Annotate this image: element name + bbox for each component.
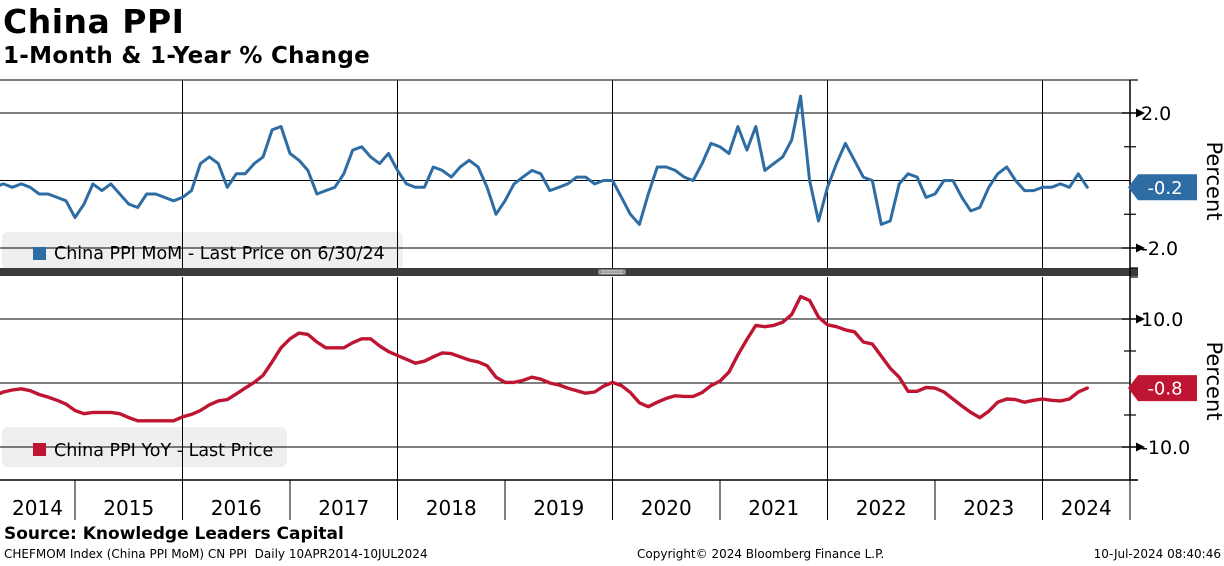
x-year-label: 2021 [748, 496, 799, 520]
series-line-bottom [0, 294, 1090, 423]
timestamp: 10-Jul-2024 08:40:46 [1093, 547, 1221, 561]
x-year-label: 2020 [641, 496, 692, 520]
x-year-label: 2024 [1061, 496, 1112, 520]
legend-label-mom: China PPI MoM - Last Price on 6/30/24 [54, 244, 385, 264]
last-price-value-yoy: -0.8 [1147, 379, 1182, 400]
page-title: China PPI [3, 2, 185, 41]
series-lines [0, 94, 1090, 423]
x-year-label: 2022 [856, 496, 907, 520]
copyright-notice: Copyright© 2024 Bloomberg Finance L.P. [637, 547, 885, 561]
series-line-top [0, 94, 1089, 226]
last-price-badge-yoy: -0.8 [1128, 375, 1197, 402]
x-year-label: 2023 [963, 496, 1014, 520]
legend-label-yoy: China PPI YoY - Last Price [54, 441, 273, 461]
x-year-label: 2015 [103, 496, 154, 520]
ytick-label-bottom-high: 10.0 [1141, 309, 1183, 331]
y-axis-title-top: Percent [1202, 141, 1224, 220]
ytick-arrow-icon [1136, 108, 1145, 118]
x-year-label: 2014 [12, 496, 63, 520]
last-price-value-mom: -0.2 [1147, 178, 1182, 199]
x-year-label: 2017 [318, 496, 369, 520]
ytick-label-top-high: 2.0 [1141, 103, 1171, 125]
source-line: Source: Knowledge Leaders Capital [4, 524, 344, 544]
ytick-label-bottom-low: -10.0 [1141, 437, 1190, 459]
y-axis-title-bottom: Percent [1202, 341, 1224, 420]
x-year-label: 2016 [211, 496, 262, 520]
ytick-arrow-icon [1136, 442, 1145, 452]
legend-swatch-mom [33, 247, 46, 260]
panel-divider [0, 268, 1138, 276]
footer-meta-row: CHEFMOM Index (China PPI MoM) CN PPI Dai… [0, 547, 1224, 563]
ytick-arrow-icon [1136, 314, 1145, 324]
ytick-label-top-low: -2.0 [1141, 238, 1178, 260]
legend-swatch-yoy [33, 443, 46, 456]
x-year-label: 2019 [533, 496, 584, 520]
ytick-arrow-icon [1136, 243, 1145, 253]
legend-box-mom[interactable] [2, 232, 403, 269]
x-axis-labels: 2014 2015 2016 2017 2018 2019 2020 2021 2022 2023… [12, 480, 1131, 520]
last-price-badge-mom: -0.2 [1128, 174, 1197, 201]
x-year-label: 2018 [426, 496, 477, 520]
gridlines [0, 79, 1138, 480]
ticker-info: CHEFMOM Index (China PPI MoM) CN PPI Dai… [4, 547, 428, 561]
chart-subtitle: 1-Month & 1-Year % Change [3, 43, 370, 69]
divider-drag-handle-icon[interactable] [598, 269, 626, 275]
axis-ticks [1122, 79, 1145, 481]
